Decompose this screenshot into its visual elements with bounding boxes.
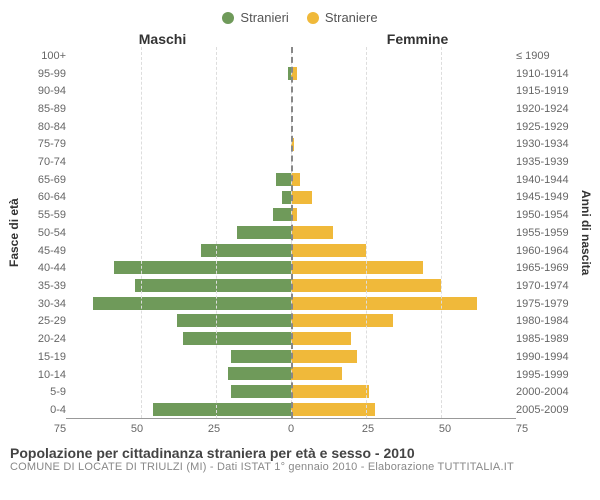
- age-label: 80-84: [22, 121, 66, 133]
- bar-male: [231, 385, 291, 398]
- yaxis-right-label: Anni di nascita: [578, 47, 594, 419]
- plot-area: [66, 47, 516, 419]
- age-label: 65-69: [22, 174, 66, 186]
- bar-female: [291, 314, 393, 327]
- pyramid-chart: Fasce di età 100+ 95-99 90-94 85-89 80-84 75-…: [0, 47, 600, 419]
- birth-label: 2005-2009: [516, 404, 578, 416]
- age-label: 95-99: [22, 68, 66, 80]
- chart-title: Popolazione per cittadinanza straniera p…: [10, 445, 590, 461]
- yaxis-right-ticks: ≤ 1909 1910-1914 1915-1919 1920-1924 1925-19…: [516, 47, 578, 419]
- x-tick: 25: [208, 423, 220, 435]
- gender-headers: Maschi Femmine: [0, 31, 600, 47]
- bar-female: [291, 403, 375, 416]
- male-swatch-icon: [222, 12, 234, 24]
- bar-female: [291, 385, 369, 398]
- bar-male: [237, 226, 291, 239]
- birth-label: 1980-1984: [516, 315, 578, 327]
- bar-male: [273, 208, 291, 221]
- x-tick: 0: [288, 423, 294, 435]
- age-label: 55-59: [22, 209, 66, 221]
- birth-label: 1985-1989: [516, 333, 578, 345]
- age-label: 0-4: [22, 404, 66, 416]
- birth-label: 1990-1994: [516, 351, 578, 363]
- bar-male: [231, 350, 291, 363]
- bar-male: [135, 279, 291, 292]
- age-label: 15-19: [22, 351, 66, 363]
- x-tick: 75: [516, 423, 528, 435]
- bar-female: [291, 297, 477, 310]
- legend-item-female: Straniere: [307, 10, 378, 25]
- bar-female: [291, 367, 342, 380]
- age-label: 90-94: [22, 85, 66, 97]
- birth-label: 1975-1979: [516, 298, 578, 310]
- birth-label: 1995-1999: [516, 369, 578, 381]
- female-swatch-icon: [307, 12, 319, 24]
- legend-female-label: Straniere: [325, 10, 378, 25]
- bar-female: [291, 332, 351, 345]
- birth-label: 1965-1969: [516, 262, 578, 274]
- age-label: 10-14: [22, 369, 66, 381]
- age-label: 85-89: [22, 103, 66, 115]
- bar-male: [183, 332, 291, 345]
- yaxis-left-ticks: 100+ 95-99 90-94 85-89 80-84 75-79 70-74 65-69 6…: [22, 47, 66, 419]
- age-label: 70-74: [22, 156, 66, 168]
- legend-item-male: Stranieri: [222, 10, 288, 25]
- header-male: Maschi: [0, 31, 290, 47]
- bar-female: [291, 191, 312, 204]
- birth-label: 1920-1924: [516, 103, 578, 115]
- age-label: 20-24: [22, 333, 66, 345]
- age-label: 25-29: [22, 315, 66, 327]
- x-axis: 75 50 25 0 25 50 75: [0, 419, 600, 439]
- bar-female: [291, 244, 366, 257]
- x-axis-ticks: 7550250255075: [60, 423, 522, 437]
- x-tick: 50: [439, 423, 451, 435]
- age-label: 45-49: [22, 245, 66, 257]
- birth-label: 2000-2004: [516, 386, 578, 398]
- birth-label: 1950-1954: [516, 209, 578, 221]
- age-label: 35-39: [22, 280, 66, 292]
- birth-label: 1915-1919: [516, 85, 578, 97]
- age-label: 30-34: [22, 298, 66, 310]
- bar-female: [291, 261, 423, 274]
- chart-subtitle: COMUNE DI LOCATE DI TRIULZI (MI) - Dati …: [10, 461, 590, 473]
- age-label: 40-44: [22, 262, 66, 274]
- age-label: 100+: [22, 50, 66, 62]
- bar-male: [228, 367, 291, 380]
- yaxis-left-label: Fasce di età: [6, 47, 22, 419]
- birth-label: 1930-1934: [516, 138, 578, 150]
- x-tick: 50: [131, 423, 143, 435]
- legend-male-label: Stranieri: [240, 10, 288, 25]
- bar-female: [291, 350, 357, 363]
- birth-label: 1925-1929: [516, 121, 578, 133]
- age-label: 60-64: [22, 191, 66, 203]
- birth-label: 1935-1939: [516, 156, 578, 168]
- bar-female: [291, 279, 441, 292]
- age-label: 5-9: [22, 386, 66, 398]
- bar-male: [93, 297, 291, 310]
- bar-male: [177, 314, 291, 327]
- birth-label: 1960-1964: [516, 245, 578, 257]
- title-block: Popolazione per cittadinanza straniera p…: [0, 439, 600, 473]
- birth-label: 1945-1949: [516, 191, 578, 203]
- age-label: 50-54: [22, 227, 66, 239]
- legend: Stranieri Straniere: [0, 0, 600, 25]
- birth-label: 1910-1914: [516, 68, 578, 80]
- bar-male: [276, 173, 291, 186]
- bar-female: [291, 226, 333, 239]
- birth-label: 1940-1944: [516, 174, 578, 186]
- bar-male: [153, 403, 291, 416]
- bar-male: [201, 244, 291, 257]
- birth-label: ≤ 1909: [516, 50, 578, 62]
- center-divider: [291, 47, 293, 418]
- birth-label: 1955-1959: [516, 227, 578, 239]
- bar-male: [114, 261, 291, 274]
- age-label: 75-79: [22, 138, 66, 150]
- birth-label: 1970-1974: [516, 280, 578, 292]
- bar-male: [282, 191, 291, 204]
- x-tick: 25: [362, 423, 374, 435]
- header-female: Femmine: [290, 31, 600, 47]
- x-tick: 75: [54, 423, 66, 435]
